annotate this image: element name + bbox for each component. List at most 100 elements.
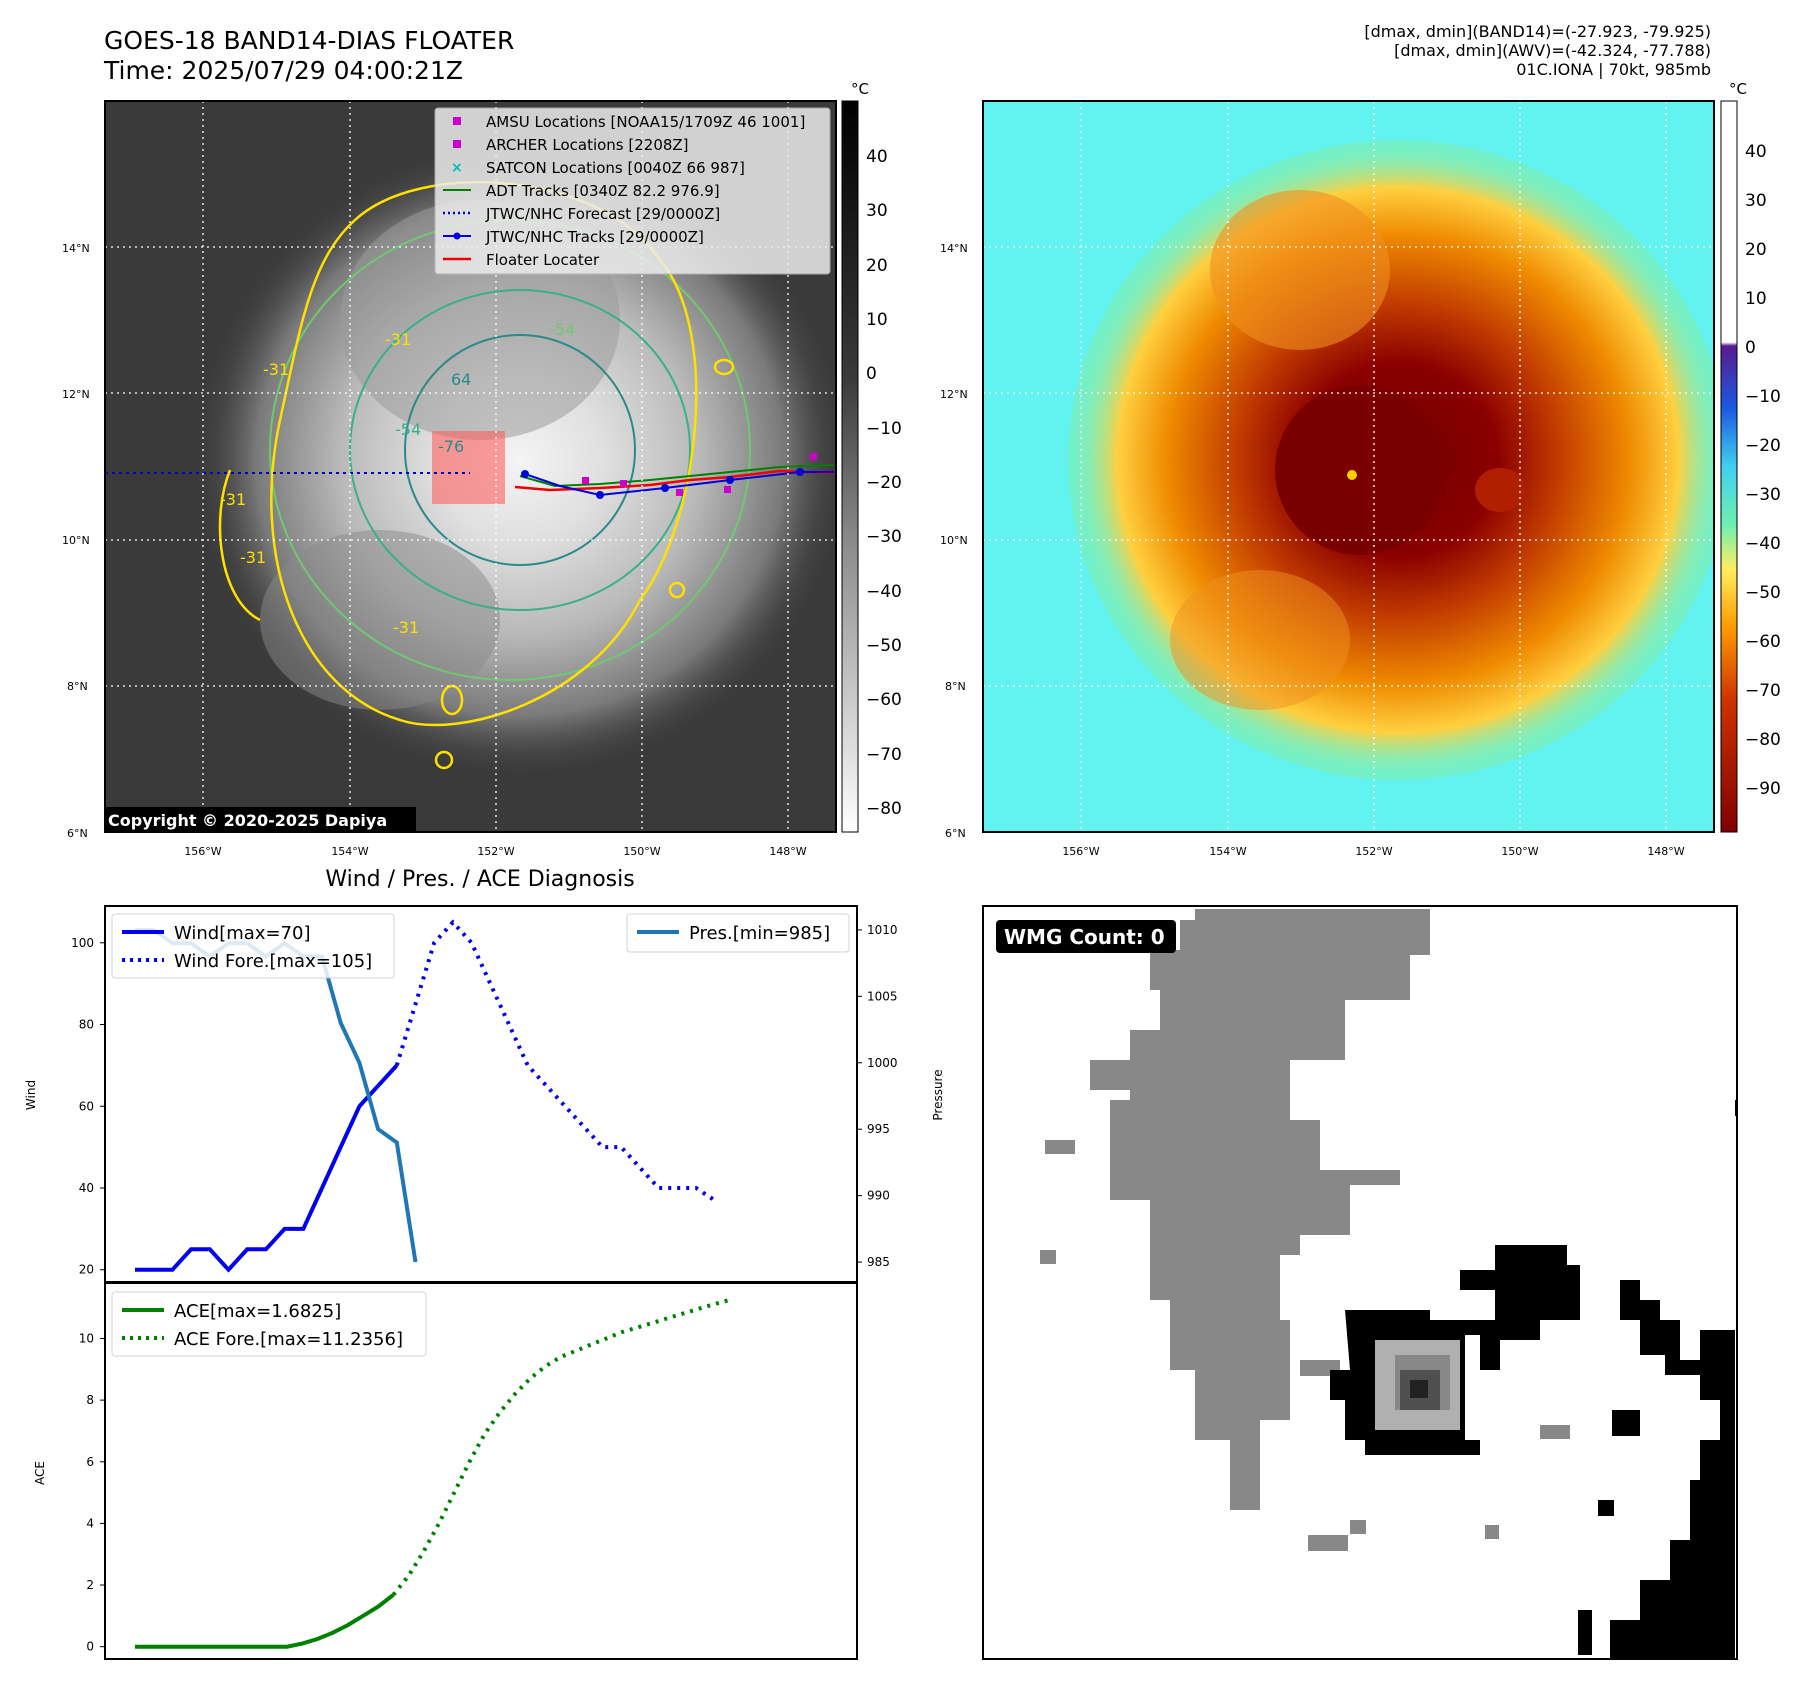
ace-tick-label: 2	[86, 1578, 94, 1592]
enhanced-ir-panel	[982, 100, 1715, 833]
colorbar-tick: −20	[1745, 436, 1781, 456]
legend-entry: SATCON Locations [0040Z 66 987]	[486, 159, 745, 177]
enhanced-map-frame	[982, 100, 1715, 833]
ace-tick-label: 4	[86, 1516, 94, 1530]
lat-label: 8°N	[945, 680, 966, 693]
colorbar-tick: −40	[866, 582, 902, 602]
enhanced-cloud-field	[983, 101, 1714, 832]
wind-tick-label: 60	[79, 1099, 94, 1113]
legend-marker: ×	[451, 160, 463, 176]
colorbar-tick: −50	[866, 636, 902, 656]
lat-label: 6°N	[67, 827, 88, 840]
wmg-eye	[1360, 1330, 1465, 1440]
ace-chart: 10 8 6 4 2 0 ACE ACE[max=1.6825] ACE Fore.[ma…	[33, 1282, 858, 1660]
legend-marker	[453, 117, 461, 125]
figure-title: GOES-18 BAND14-DIAS FLOATER Time: 2025/0…	[104, 26, 514, 86]
stats-block: [dmax, dmin](BAND14)=(-27.923, -79.925) …	[1364, 22, 1711, 79]
ir-map-frame	[104, 100, 837, 833]
colorbar-tick: −20	[866, 473, 902, 493]
colorbar-tick: −10	[866, 419, 902, 439]
contour-label: -76	[438, 437, 464, 456]
ace-legend: ACE[max=1.6825] ACE Fore.[max=11.2356]	[111, 1291, 427, 1357]
pressure-legend: Pres.[min=985]	[626, 913, 850, 953]
lon-label: 148°W	[769, 845, 806, 858]
ir-map-panel: -31 -31 -31 -31 -54 64 -76 -54 -31 × AMS…	[104, 100, 837, 833]
wind-tick-label: 100	[71, 936, 94, 950]
legend-marker	[453, 140, 461, 148]
wmg-count-label: WMG Count: 0	[1004, 925, 1165, 949]
pressure-tick-label: 1005	[867, 989, 898, 1003]
title-line-1: GOES-18 BAND14-DIAS FLOATER	[104, 26, 515, 55]
colorbar-tick: −80	[866, 799, 902, 819]
floater-track	[514, 469, 835, 492]
contour-label: -31	[220, 490, 246, 509]
colorbar-tick: −40	[1745, 534, 1781, 554]
wmg-count-badge	[996, 920, 1176, 953]
legend-entry: JTWC/NHC Forecast [29/0000Z]	[485, 205, 720, 223]
lat-label: 10°N	[62, 534, 90, 547]
lon-label: 152°W	[1355, 845, 1392, 858]
contour-label: -54	[395, 420, 421, 439]
ace-tick-label: 0	[86, 1640, 94, 1654]
color-colorbar: °C 40 30 20 10 0 −10 −20 −30 −40 −50 −60…	[1720, 80, 1781, 833]
legend-entry: ACE[max=1.6825]	[174, 1301, 341, 1322]
pressure-y-ticks: 1010 1005 1000 995 990 985	[857, 923, 898, 1269]
ace-observed-line	[135, 1593, 395, 1649]
lon-label: 150°W	[623, 845, 660, 858]
copyright-text: Copyright © 2020-2025 Dapiya	[108, 811, 387, 830]
wind-tick-label: 40	[79, 1181, 94, 1195]
legend-entry: Wind[max=70]	[174, 923, 311, 944]
lon-label: 154°W	[1209, 845, 1246, 858]
colorbar-tick: 40	[866, 147, 888, 167]
ace-y-ticks: 10 8 6 4 2 0	[79, 1331, 105, 1654]
colorbar-tick: −90	[1745, 779, 1781, 799]
colorbar-tick: 0	[866, 364, 877, 384]
legend-entry: JTWC/NHC Tracks [29/0000Z]	[485, 228, 704, 246]
stats-storm: 01C.IONA | 70kt, 985mb	[1516, 60, 1711, 79]
wind-pressure-chart: 100 80 60 40 20 1010 1005 1000 995 990 985 Wind P…	[24, 905, 945, 1283]
lat-label: 14°N	[940, 242, 968, 255]
lat-label: 6°N	[945, 827, 966, 840]
colorbar-unit: °C	[1729, 80, 1747, 98]
colorbar-tick: 0	[1745, 338, 1756, 358]
title-line-2: Time: 2025/07/29 04:00:21Z	[104, 56, 463, 85]
wind-forecast-line	[394, 919, 716, 1202]
legend-entry: AMSU Locations [NOAA15/1709Z 46 1001]	[486, 113, 805, 131]
ir-axis-labels: 14°N 12°N 10°N 8°N 6°N 156°W 154°W 152°W…	[62, 242, 807, 858]
contour-label: -31	[240, 548, 266, 567]
lat-label: 12°N	[62, 388, 90, 401]
colorbar-tick: 20	[1745, 240, 1767, 260]
legend-entry: Wind Fore.[max=105]	[174, 951, 372, 972]
colorbar-tick: −60	[1745, 632, 1781, 652]
lon-label: 148°W	[1647, 845, 1684, 858]
contour-label: -31	[385, 330, 411, 349]
lat-label: 12°N	[940, 388, 968, 401]
contour-label: -54	[549, 320, 575, 339]
colorbar-tick: −80	[1745, 730, 1781, 750]
colorbar-unit: °C	[851, 80, 869, 98]
colorbar-tick: −60	[866, 690, 902, 710]
legend-entry: ARCHER Locations [2208Z]	[486, 136, 689, 154]
ace-tick-label: 10	[79, 1331, 94, 1345]
pressure-tick-label: 1010	[867, 923, 898, 937]
colorbar-tick: 10	[1745, 289, 1767, 309]
floater-locater-box	[432, 431, 505, 504]
contour-label: -31	[393, 618, 419, 637]
lon-label: 154°W	[331, 845, 368, 858]
stats-band14: [dmax, dmin](BAND14)=(-27.923, -79.925)	[1364, 22, 1711, 41]
wind-tick-label: 80	[79, 1018, 94, 1032]
pressure-tick-label: 995	[867, 1122, 890, 1136]
wind-observed-line	[135, 1064, 399, 1273]
contour-labels: -31 -31 -31 -31 -54 64 -76 -54 -31	[220, 320, 575, 637]
wind-tick-label: 20	[79, 1263, 94, 1277]
lon-label: 150°W	[1501, 845, 1538, 858]
copyright-badge	[104, 807, 416, 833]
lon-label: 156°W	[1062, 845, 1099, 858]
colorbar-tick: 20	[866, 256, 888, 276]
colorbar-tick: −30	[866, 527, 902, 547]
colorbar-tick: −10	[1745, 387, 1781, 407]
legend-entry: ADT Tracks [0340Z 82.2 976.9]	[486, 182, 720, 200]
lon-label: 152°W	[477, 845, 514, 858]
legend-entry: ACE Fore.[max=11.2356]	[174, 1329, 403, 1350]
